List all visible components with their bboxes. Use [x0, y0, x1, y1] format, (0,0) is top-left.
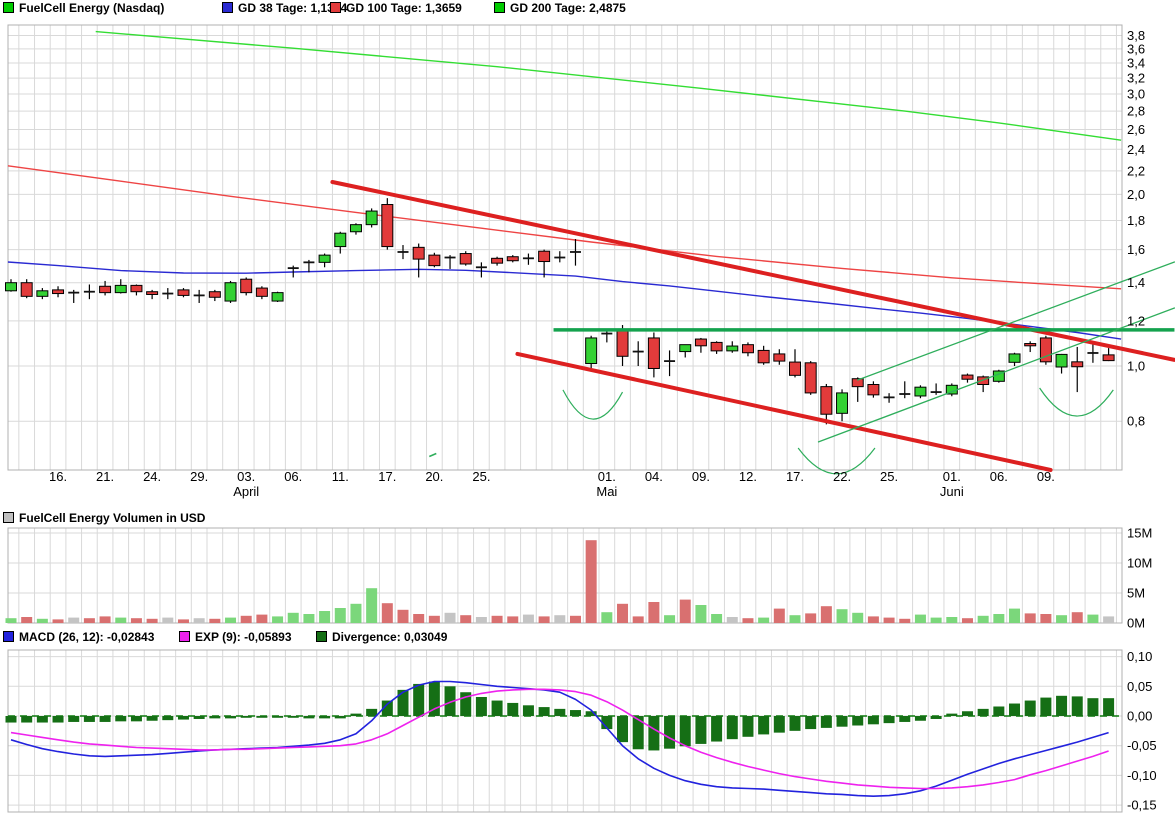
svg-text:01.: 01. — [598, 469, 616, 484]
annotations — [330, 179, 1175, 475]
svg-text:5M: 5M — [1127, 586, 1145, 601]
svg-text:3,0: 3,0 — [1127, 87, 1145, 102]
svg-text:2,6: 2,6 — [1127, 122, 1145, 137]
exp-line — [10, 688, 1109, 790]
gd100-swatch-icon — [330, 2, 341, 13]
exp-label: EXP (9): -0,05893 — [195, 630, 292, 644]
svg-text:10M: 10M — [1127, 556, 1152, 571]
svg-text:09.: 09. — [1037, 469, 1055, 484]
svg-text:2,8: 2,8 — [1127, 104, 1145, 119]
svg-text:09.: 09. — [692, 469, 710, 484]
axis-labels: 3,83,63,43,23,0 2,8 2,6 2,4 2,2 2,0 1,8 1,6 1,4 1… — [49, 28, 1157, 813]
panel-borders — [7, 24, 1123, 813]
svg-text:3,2: 3,2 — [1127, 71, 1145, 86]
svg-text:Juni: Juni — [940, 484, 964, 499]
svg-text:2,2: 2,2 — [1127, 163, 1145, 178]
svg-text:01.: 01. — [943, 469, 961, 484]
legend-gd38: GD 38 Tage: 1,1314 — [222, 1, 347, 15]
gd100-line — [7, 165, 1122, 290]
volume-bars — [5, 540, 1115, 623]
legend-symbol: FuelCell Energy (Nasdaq) — [3, 1, 164, 15]
candles — [5, 198, 1115, 425]
svg-text:April: April — [233, 484, 259, 499]
svg-text:-0,10: -0,10 — [1127, 768, 1157, 783]
macd-label: MACD (26, 12): -0,02843 — [19, 630, 155, 644]
svg-text:12.: 12. — [739, 469, 757, 484]
svg-text:22.: 22. — [833, 469, 851, 484]
svg-text:1,8: 1,8 — [1127, 213, 1145, 228]
svg-text:3,8: 3,8 — [1127, 28, 1145, 43]
gd200-label: GD 200 Tage: 2,4875 — [510, 1, 626, 15]
macd-legend: MACD (26, 12): -0,02843 EXP (9): -0,0589… — [0, 630, 1175, 646]
price-legend: FuelCell Energy (Nasdaq) GD 38 Tage: 1,1… — [0, 1, 1175, 17]
legend-gd200: GD 200 Tage: 2,4875 — [494, 1, 626, 15]
volume-legend: FuelCell Energy Volumen in USD — [0, 511, 1175, 527]
legend-gd100: GD 100 Tage: 1,3659 — [330, 1, 462, 15]
svg-text:11.: 11. — [332, 469, 349, 484]
svg-text:3,4: 3,4 — [1127, 56, 1145, 71]
macd-swatch-icon — [3, 631, 14, 642]
volume-label: FuelCell Energy Volumen in USD — [19, 511, 206, 525]
svg-text:03.: 03. — [237, 469, 255, 484]
legend-volume: FuelCell Energy Volumen in USD — [3, 511, 205, 525]
svg-text:15M: 15M — [1127, 526, 1152, 541]
svg-text:0,05: 0,05 — [1127, 679, 1152, 694]
svg-text:16.: 16. — [49, 469, 67, 484]
svg-text:-0,05: -0,05 — [1127, 738, 1157, 753]
divergence-swatch-icon — [316, 631, 327, 642]
svg-text:17.: 17. — [378, 469, 396, 484]
svg-text:25.: 25. — [880, 469, 898, 484]
svg-text:1,6: 1,6 — [1127, 242, 1145, 257]
svg-text:-0,15: -0,15 — [1127, 798, 1157, 813]
gd100-label: GD 100 Tage: 1,3659 — [346, 1, 462, 15]
svg-text:1,2: 1,2 — [1127, 313, 1145, 328]
svg-text:1,4: 1,4 — [1127, 275, 1145, 290]
gd38-line — [7, 261, 1122, 340]
svg-text:04.: 04. — [645, 469, 663, 484]
gridlines — [8, 25, 1122, 812]
gd38-label: GD 38 Tage: 1,1314 — [238, 1, 348, 15]
symbol-label: FuelCell Energy (Nasdaq) — [19, 1, 165, 15]
exp-swatch-icon — [179, 631, 190, 642]
svg-text:2,4: 2,4 — [1127, 142, 1145, 157]
svg-text:2,0: 2,0 — [1127, 187, 1145, 202]
symbol-swatch-icon — [3, 2, 14, 13]
svg-text:0,10: 0,10 — [1127, 649, 1152, 664]
svg-text:0,00: 0,00 — [1127, 709, 1152, 724]
svg-text:3,6: 3,6 — [1127, 41, 1145, 56]
svg-text:0,8: 0,8 — [1127, 414, 1145, 429]
svg-text:21.: 21. — [96, 469, 114, 484]
svg-text:0M: 0M — [1127, 616, 1145, 631]
divergence-label: Divergence: 0,03049 — [332, 630, 448, 644]
svg-text:Mai: Mai — [596, 484, 617, 499]
legend-divergence: Divergence: 0,03049 — [316, 630, 447, 644]
svg-text:24.: 24. — [143, 469, 161, 484]
gd200-line — [95, 30, 1122, 141]
volume-swatch-icon — [3, 512, 14, 523]
gd38-swatch-icon — [222, 2, 233, 13]
legend-macd: MACD (26, 12): -0,02843 — [3, 630, 154, 644]
gd200-swatch-icon — [494, 2, 505, 13]
macd-panel — [5, 681, 1122, 751]
svg-text:29.: 29. — [190, 469, 208, 484]
svg-text:25.: 25. — [472, 469, 490, 484]
svg-text:06.: 06. — [990, 469, 1008, 484]
svg-text:06.: 06. — [284, 469, 302, 484]
svg-text:20.: 20. — [425, 469, 443, 484]
legend-exp: EXP (9): -0,05893 — [179, 630, 292, 644]
svg-text:17.: 17. — [786, 469, 804, 484]
svg-text:1,0: 1,0 — [1127, 359, 1145, 374]
